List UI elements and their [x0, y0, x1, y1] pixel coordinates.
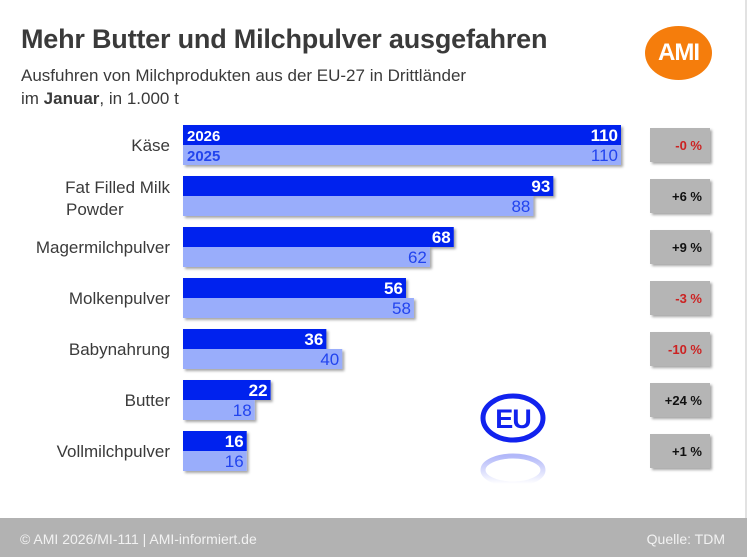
value-label-2026: 16: [225, 432, 244, 451]
eu-emblem-text: EU: [495, 404, 531, 434]
change-badge: [650, 434, 710, 468]
value-label-2026: 36: [304, 330, 323, 349]
change-label: -0 %: [675, 138, 702, 153]
bar-2025: [183, 196, 534, 216]
bar-pair: [183, 380, 271, 420]
change-badge: [650, 128, 710, 162]
legend-2026: 2026: [187, 128, 220, 145]
bar-pair: [183, 431, 247, 471]
bar-2026: [183, 227, 454, 247]
subtitle-line-1: Ausfuhren von Milchprodukten aus der EU-…: [21, 66, 467, 85]
bar-2025: [183, 247, 430, 267]
change-label: +6 %: [672, 189, 702, 204]
value-label-2025: 62: [408, 248, 427, 267]
category-label-line: Powder: [66, 200, 124, 219]
bar-pair: [183, 329, 343, 369]
ami-logo: AMI: [645, 26, 712, 80]
change-label: +9 %: [672, 240, 702, 255]
bar-2025: [183, 298, 414, 318]
change-badge: [650, 230, 710, 264]
change-badge: [650, 383, 710, 417]
change-label: -10 %: [668, 342, 702, 357]
value-label-2025: 110: [591, 146, 618, 165]
bar-pair: [183, 176, 554, 216]
value-label-2026: 110: [591, 126, 618, 145]
change-badge: [650, 179, 710, 213]
bar-2026: [183, 176, 554, 196]
footer-copyright: © AMI 2026/MI-111 | AMI-informiert.de: [20, 531, 257, 547]
bar-2026: [183, 329, 327, 349]
category-label: Käse: [131, 136, 170, 155]
category-label-line: Fat Filled Milk: [65, 178, 170, 197]
bar-2026: [183, 380, 271, 400]
bar-pair: [183, 227, 454, 267]
change-badge: [650, 332, 710, 366]
footer-source: Quelle: TDM: [646, 531, 725, 547]
footer-bar: © AMI 2026/MI-111 | AMI-informiert.de Qu…: [0, 518, 747, 557]
bar-pair: [183, 278, 414, 318]
legend-2025: 2025: [187, 148, 220, 165]
value-label-2026: 22: [249, 381, 268, 400]
bar-2026: [183, 431, 247, 451]
category-label: Butter: [125, 391, 171, 410]
change-label: +24 %: [665, 393, 703, 408]
category-group: 68 62 Magermilchpulver +9 %: [36, 227, 710, 267]
value-label-2026: 56: [384, 279, 403, 298]
category-label: Magermilchpulver: [36, 238, 170, 257]
chart-title: Mehr Butter und Milchpulver ausgefahren: [21, 24, 548, 54]
subtitle-suffix: , in 1.000 t: [99, 89, 179, 108]
category-label: Molkenpulver: [69, 289, 170, 308]
subtitle-month: Januar: [43, 89, 100, 108]
category-label: Babynahrung: [69, 340, 170, 359]
bar-2026: [183, 278, 406, 298]
value-label-2025: 58: [392, 299, 411, 318]
category-label: Vollmilchpulver: [57, 442, 171, 461]
bar-2025: [183, 400, 255, 420]
value-label-2025: 16: [225, 452, 244, 471]
frame-edge: [745, 0, 747, 518]
bar-2026: [183, 125, 621, 145]
bar-2025: [183, 145, 621, 165]
change-label: +1 %: [672, 444, 702, 459]
value-label-2025: 88: [511, 197, 530, 216]
eu-emblem-reflection: [480, 453, 546, 487]
subtitle-line-2: im Januar, in 1.000 t: [21, 87, 466, 110]
value-label-2026: 68: [432, 228, 451, 247]
change-badge: [650, 281, 710, 315]
subtitle-prefix: im: [21, 89, 44, 108]
chart-subtitle: Ausfuhren von Milchprodukten aus der EU-…: [21, 64, 466, 110]
change-label: -3 %: [675, 291, 702, 306]
eu-emblem-ring: [480, 393, 546, 443]
eu-emblem: EU: [480, 393, 546, 487]
value-label-2025: 18: [233, 401, 252, 420]
value-label-2025: 40: [320, 350, 339, 369]
bar-pair: [183, 125, 621, 165]
bar-2025: [183, 349, 343, 369]
value-label-2026: 93: [531, 177, 550, 196]
bar-2025: [183, 451, 247, 471]
